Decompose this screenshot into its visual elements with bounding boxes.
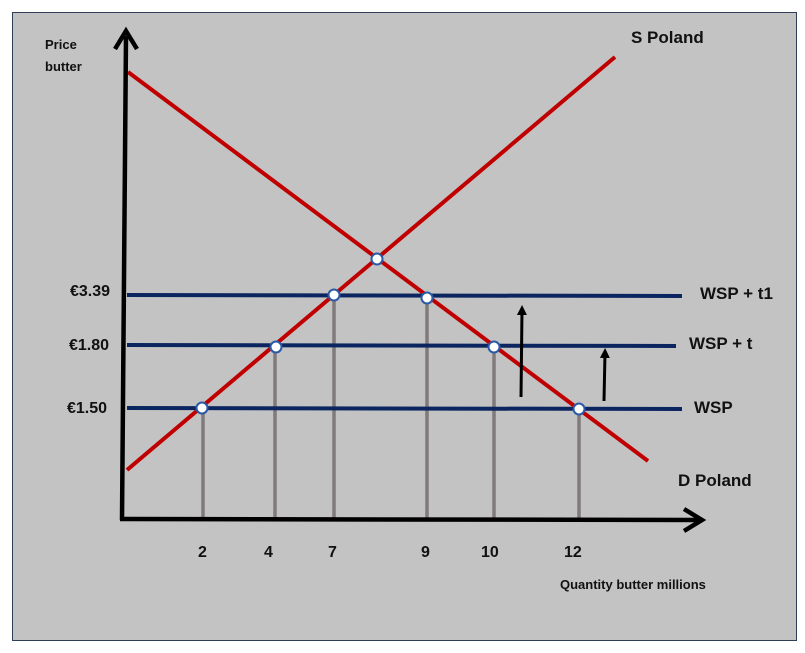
x-tick-label: 7 bbox=[328, 544, 337, 561]
shift-arrow-t1 bbox=[516, 305, 527, 398]
intersection-point bbox=[572, 402, 586, 416]
diagram-frame bbox=[12, 12, 797, 641]
intersection-point bbox=[420, 291, 434, 305]
supply-curve bbox=[125, 55, 617, 472]
price-label-1-80: €1.80 bbox=[69, 337, 109, 354]
wsp-t-label: WSP + t bbox=[689, 334, 753, 353]
intersection-point bbox=[269, 340, 283, 354]
x-axis bbox=[119, 516, 701, 523]
demand-label: D Poland bbox=[678, 471, 752, 490]
x-tick-label: 2 bbox=[198, 544, 207, 561]
x-tick-label: 12 bbox=[564, 544, 582, 561]
quantity-drop-lines bbox=[201, 294, 581, 518]
axes bbox=[113, 26, 707, 533]
wsp-t-line bbox=[126, 343, 677, 348]
x-axis-arrowhead bbox=[682, 507, 707, 533]
y-axis-label-line1: Price bbox=[45, 37, 77, 52]
x-tick-label: 9 bbox=[421, 544, 430, 561]
x-tick-label: 10 bbox=[481, 544, 499, 561]
x-axis-label: Quantity butter millions bbox=[560, 577, 706, 592]
price-label-1-50: €1.50 bbox=[67, 400, 107, 417]
y-axis-arrowhead bbox=[113, 26, 139, 51]
intersection-point bbox=[370, 252, 384, 266]
wsp-t1-label: WSP + t1 bbox=[700, 284, 773, 303]
wsp-line bbox=[126, 406, 683, 411]
x-tick-label: 4 bbox=[264, 544, 273, 561]
intersection-point bbox=[195, 401, 209, 415]
y-axis bbox=[119, 35, 129, 521]
price-lines bbox=[126, 293, 683, 411]
demand-curve bbox=[126, 70, 650, 463]
intersection-points bbox=[195, 252, 586, 416]
wsp-label: WSP bbox=[694, 398, 733, 417]
price-label-3-39: €3.39 bbox=[70, 283, 110, 300]
intersection-point bbox=[327, 288, 341, 302]
intersection-point bbox=[487, 340, 501, 354]
shift-arrows bbox=[516, 305, 610, 402]
curves bbox=[125, 55, 650, 472]
shift-arrow-t bbox=[599, 348, 610, 402]
wsp-t1-line bbox=[126, 293, 683, 298]
supply-label: S Poland bbox=[631, 28, 704, 47]
y-axis-label-line2: butter bbox=[45, 59, 82, 74]
